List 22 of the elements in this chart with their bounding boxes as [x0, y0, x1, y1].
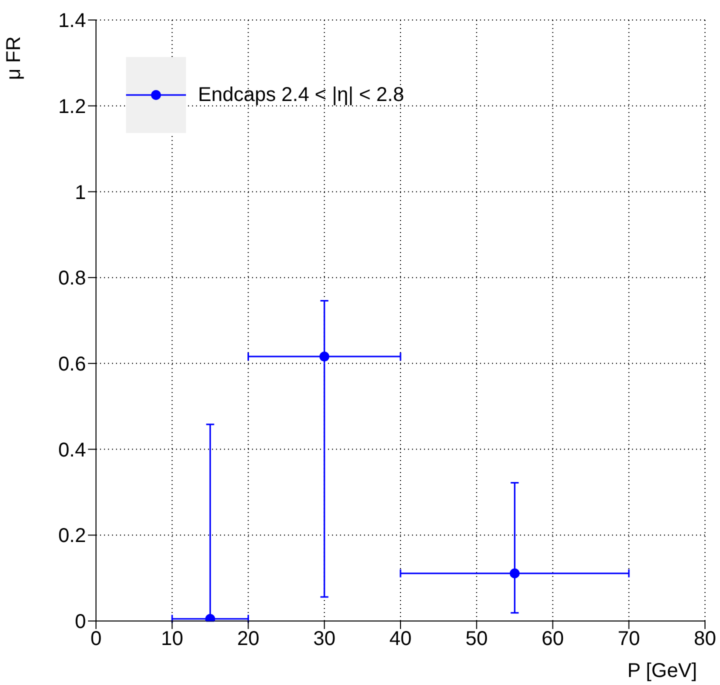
y-tick-label: 0.8 [58, 268, 86, 290]
y-tick-label: 1 [74, 182, 86, 204]
y-tick-label: 0.6 [58, 354, 86, 376]
y-tick-label: 0.2 [58, 525, 86, 548]
y-tick-label: 0 [74, 611, 86, 634]
legend-label: Endcaps 2.4 < |η| < 2.8 [198, 84, 404, 106]
y-tick-label: 1.2 [58, 96, 86, 118]
x-tick-label: 50 [466, 628, 488, 650]
x-tick-label: 20 [237, 628, 260, 650]
x-tick-label: 10 [161, 628, 184, 650]
x-tick-label: 0 [90, 628, 102, 650]
x-tick-label: 70 [618, 628, 640, 650]
x-tick-label: 30 [313, 628, 336, 650]
x-tick-label: 40 [389, 628, 412, 650]
x-tick-label: 60 [542, 628, 564, 650]
y-tick-label: 0.4 [58, 439, 86, 462]
x-tick-label: 80 [694, 628, 716, 650]
y-tick-label: 1.4 [58, 10, 86, 32]
x-axis-title: P [GeV] [627, 660, 697, 682]
y-axis-title: μ FR [3, 36, 26, 80]
point [510, 568, 520, 578]
point [319, 352, 330, 362]
